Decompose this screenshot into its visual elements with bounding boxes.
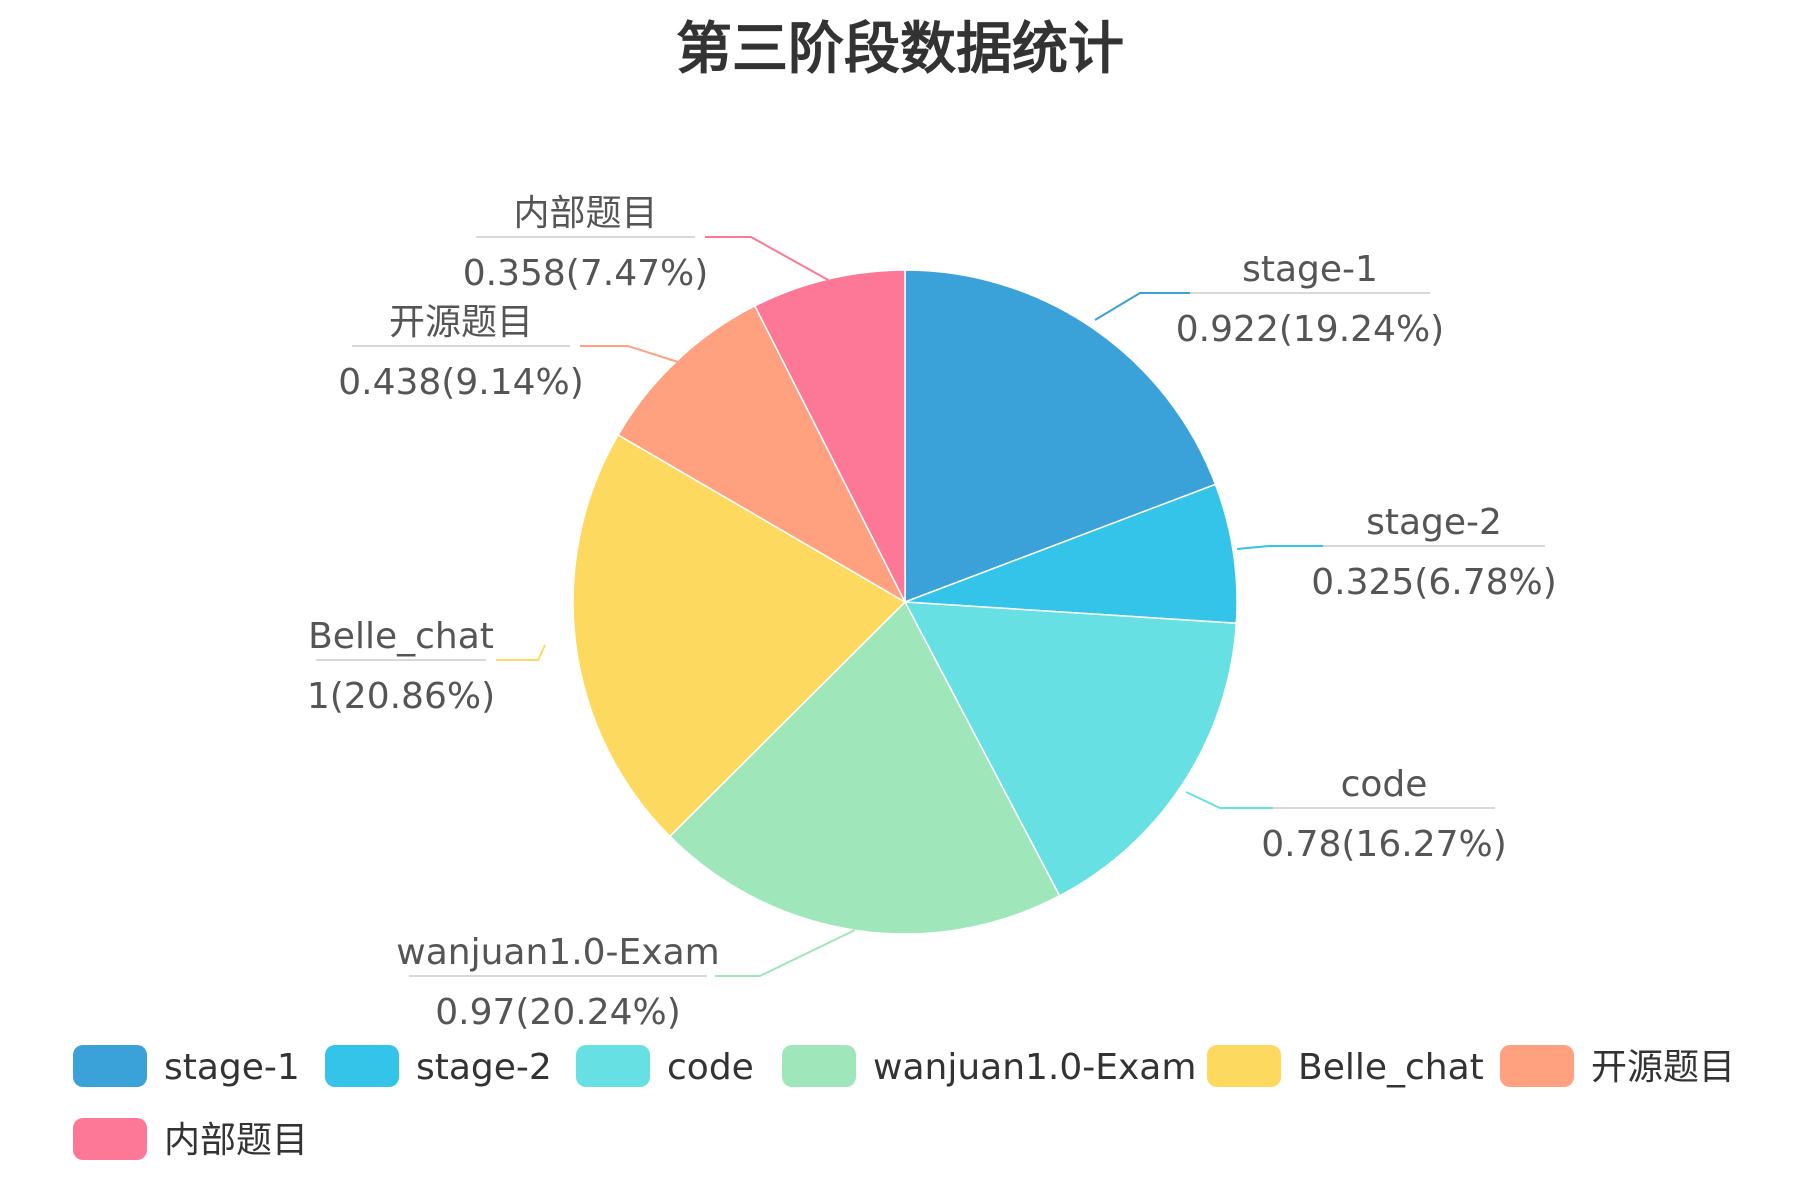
leader-line xyxy=(1094,292,1190,321)
legend-item[interactable]: wanjuan1.0-Exam xyxy=(782,1045,1196,1088)
leader-line xyxy=(705,236,831,282)
legend-item[interactable]: Belle_chat xyxy=(1207,1045,1484,1088)
pie-slice-5[interactable] xyxy=(572,433,907,838)
legend-swatch xyxy=(1500,1045,1574,1087)
leader-line xyxy=(1236,545,1323,550)
legend-label: Belle_chat xyxy=(1298,1047,1484,1088)
legend-label: code xyxy=(667,1047,754,1088)
legend-label: 内部题目 xyxy=(164,1120,308,1161)
legend-label: stage-2 xyxy=(416,1047,552,1088)
pie-slice-3[interactable] xyxy=(903,601,1238,897)
slice-label-name: 开源题目 xyxy=(389,302,533,343)
pie-slice-1[interactable] xyxy=(904,269,1217,604)
legend: stage-1 stage-2 code wanjuan1.0-Exam Belle_c… xyxy=(73,1045,1735,1161)
legend-label: stage-1 xyxy=(164,1047,300,1088)
legend-label: 开源题目 xyxy=(1591,1047,1735,1088)
leader-line xyxy=(1185,791,1273,809)
slice-label-value: 1(20.86%) xyxy=(307,676,495,717)
leader-line xyxy=(580,345,679,363)
legend-item[interactable]: stage-2 xyxy=(325,1045,552,1088)
slice-label-name: 内部题目 xyxy=(513,193,657,234)
legend-swatch xyxy=(325,1045,399,1087)
slice-label-name: stage-1 xyxy=(1242,249,1378,290)
slice-label-name: stage-2 xyxy=(1366,502,1502,543)
slice-label-name: code xyxy=(1341,764,1428,805)
legend-item[interactable]: code xyxy=(576,1045,754,1088)
slice-label-name: wanjuan1.0-Exam xyxy=(396,932,719,973)
legend-item[interactable]: 开源题目 xyxy=(1500,1045,1735,1088)
legend-swatch xyxy=(1207,1045,1281,1087)
pie-slice-2[interactable] xyxy=(904,483,1238,624)
slice-label-value: 0.97(20.24%) xyxy=(435,992,681,1033)
legend-swatch xyxy=(576,1045,650,1087)
legend-swatch xyxy=(73,1118,147,1160)
slice-label-value: 0.78(16.27%) xyxy=(1261,824,1507,865)
slice-label-value: 0.438(9.14%) xyxy=(338,362,584,403)
pie-slice-6[interactable] xyxy=(617,304,907,604)
legend-item[interactable]: 内部题目 xyxy=(73,1118,308,1161)
slice-label-name: Belle_chat xyxy=(308,616,494,657)
legend-label: wanjuan1.0-Exam xyxy=(873,1047,1196,1088)
slice-label-value: 0.358(7.47%) xyxy=(463,253,709,294)
legend-item[interactable]: stage-1 xyxy=(73,1045,300,1088)
slice-labels: stage-1 0.922(19.24%) stage-2 0.325(6.78%) c… xyxy=(307,193,1557,1033)
legend-swatch xyxy=(73,1045,147,1087)
leader-line xyxy=(496,644,546,661)
legend-swatch xyxy=(782,1045,856,1087)
pie-slices xyxy=(572,269,1238,935)
leader-line xyxy=(715,929,856,977)
slice-label-value: 0.922(19.24%) xyxy=(1176,309,1444,350)
chart-title: 第三阶段数据统计 xyxy=(676,17,1124,82)
slice-label-value: 0.325(6.78%) xyxy=(1311,562,1557,603)
